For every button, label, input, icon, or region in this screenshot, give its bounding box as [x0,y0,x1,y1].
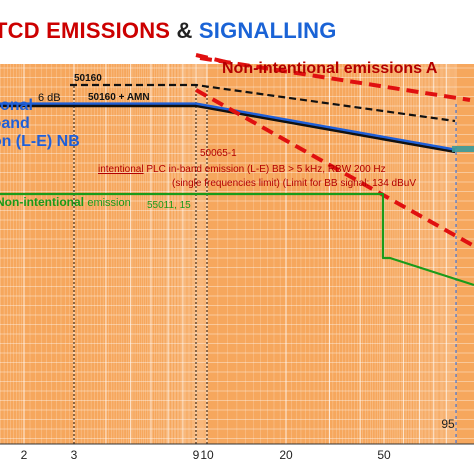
title-text: TCD EMISSIONS & SIGNALLING [0,18,337,44]
x-tick-label-3: 3 [71,448,78,462]
series-non-intentional-lower [195,88,474,248]
title-part-signalling: SIGNALLING [198,18,337,43]
annotation-left-blue-2: in-band [0,115,30,132]
annotation-55011: 55011, 15 [147,200,191,211]
annotation-non-intentional-title: Non-intentional emissions A [222,60,438,77]
annotation-left-blue-1: Intentional [0,97,33,114]
annotation-6db: 6 dB [38,92,61,104]
annotations: Non-intentional emissions A 6 dB 50160 5016… [0,60,438,211]
series-non-intentional-cap [195,53,231,65]
annotation-non-intentional-emission: Non-intentional emission [0,195,131,209]
annotation-50160: 50160 [74,73,102,84]
annotation-intentional-line2: (single frequencies limit) (Limit for BB… [172,178,416,189]
slide-title: TCD EMISSIONS & SIGNALLING [0,0,474,62]
title-part-emissions: TCD EMISSIONS [0,18,171,43]
x-tick-label-50: 50 [377,448,391,462]
x-tick-label-95: 95 [441,417,455,431]
x-tick-label-10: 10 [200,448,214,462]
x-tick-label-20: 20 [279,448,293,462]
annotation-non-intentional-suffix: emission [87,197,130,209]
series-50160-dashed [70,83,456,123]
annotation-intentional-rest: PLC in-band emission (L-E) BB > 5 kHz, R… [144,164,386,175]
annotation-non-intentional-prefix: Non-intentional [0,195,87,209]
series-50065-1 [0,104,456,154]
series-non-intentional-upper [199,56,471,102]
annotation-50065: 50065-1 [200,148,237,159]
annotation-intentional-line1: intentional PLC in-band emission (L-E) B… [98,164,386,175]
series-end-stub [452,146,474,152]
series-50160-amn [0,102,456,152]
annotation-intentional-word: intentional [98,164,144,175]
title-part-amp: & [170,18,199,43]
grid-lines [0,64,474,444]
annotation-50160-amn: 50160 + AMN [88,92,150,103]
x-tick-label-2: 2 [21,448,28,462]
series-55011 [0,192,474,287]
x-tick-label-9: 9 [193,448,200,462]
annotation-left-blue-3: emission (L-E) NB [0,133,80,150]
